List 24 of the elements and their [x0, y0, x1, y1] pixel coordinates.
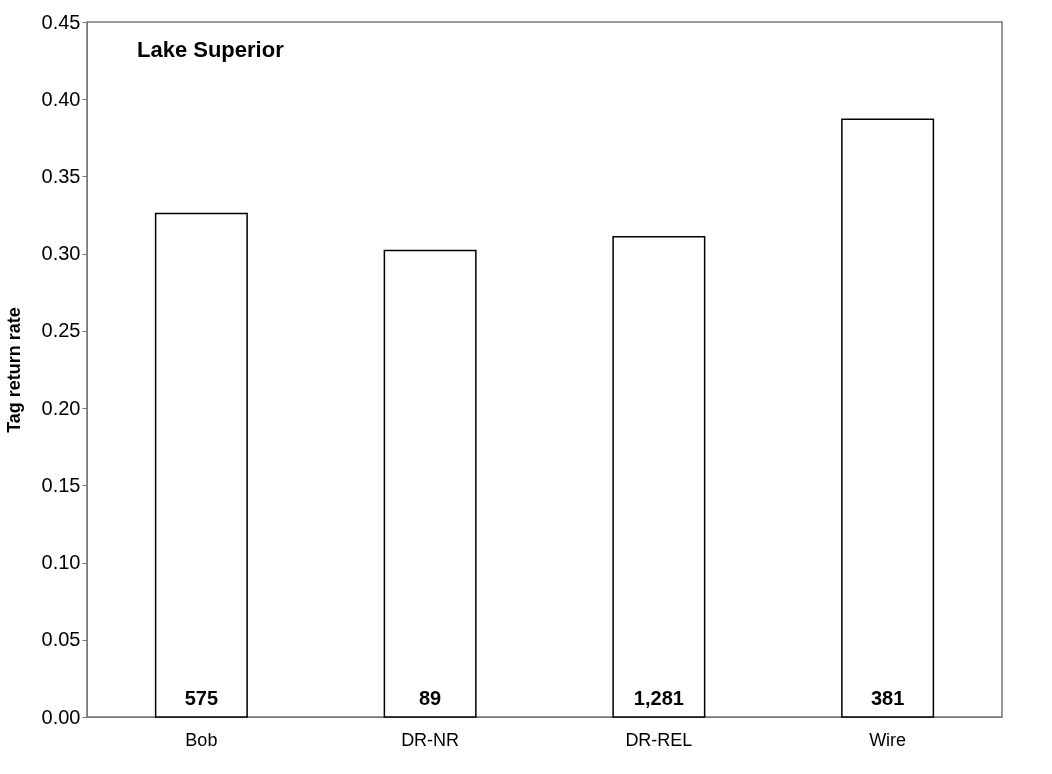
y-tick-label: 0.45 — [41, 10, 81, 33]
y-tick-label: 0.20 — [41, 396, 81, 419]
bar — [841, 118, 935, 718]
annotation: 381 — [870, 687, 905, 709]
y-tick-label: 0.00 — [41, 705, 81, 728]
y-tick-label: 0.25 — [41, 319, 81, 342]
y-axis-title: Tag return rate — [3, 307, 24, 433]
y-tick-label: 0.30 — [41, 242, 81, 265]
y-tick-label: 0.40 — [41, 87, 81, 110]
bar — [154, 212, 248, 718]
x-tick-label: Bob — [185, 729, 218, 750]
annotation: 89 — [419, 687, 442, 709]
bar — [612, 235, 706, 718]
y-tick-label: 0.05 — [41, 628, 81, 651]
annotation: 1,281 — [633, 687, 684, 709]
x-tick-label: DR-NR — [401, 729, 460, 750]
bar — [383, 249, 477, 718]
y-tick-label: 0.35 — [41, 164, 81, 187]
x-tick-label: DR-REL — [625, 729, 693, 750]
x-tick-label: Wire — [869, 729, 907, 750]
y-tick-label: 0.10 — [41, 551, 81, 574]
text: Lake Superior — [137, 37, 285, 62]
annotation: 575 — [184, 687, 219, 709]
y-tick-label: 0.15 — [41, 473, 81, 496]
